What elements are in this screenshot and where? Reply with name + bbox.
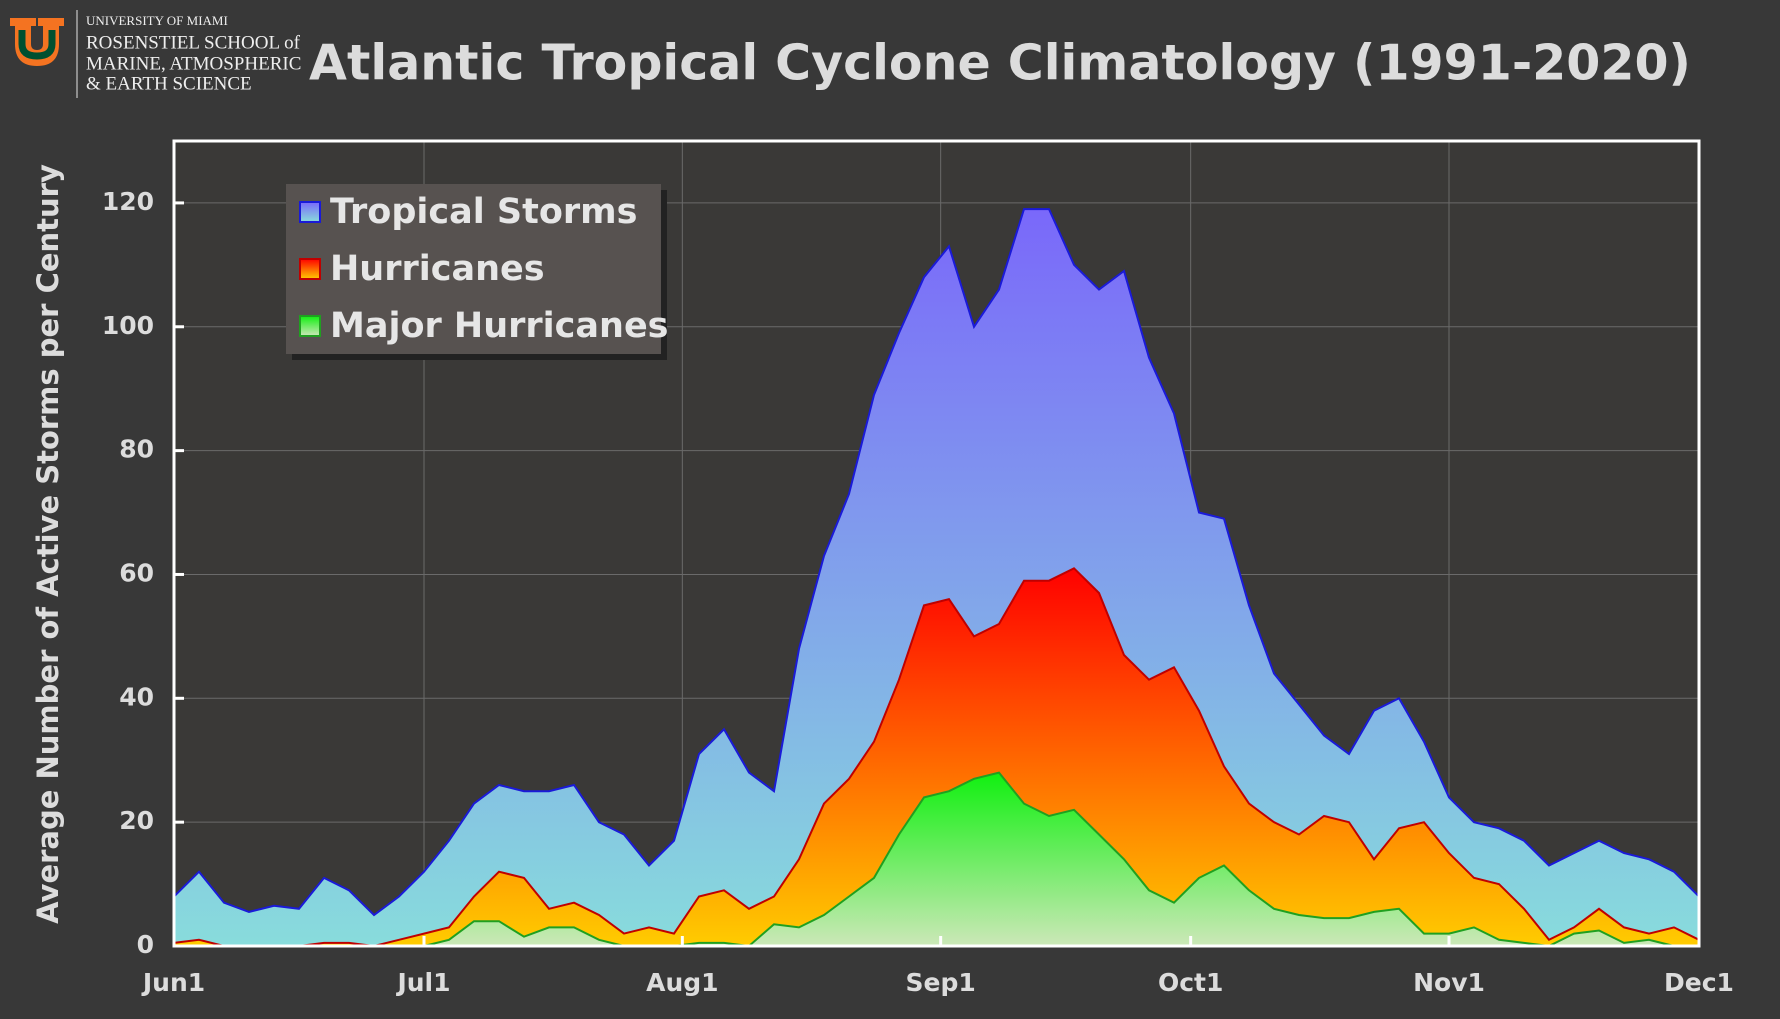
chart-title: Atlantic Tropical Cyclone Climatology (1…: [309, 35, 1691, 92]
logo: [10, 10, 78, 98]
legend-swatch: [299, 315, 321, 337]
y-tick-label: 60: [119, 558, 154, 587]
plot-frame: [172, 139, 1701, 948]
y-tick-label: 120: [102, 187, 154, 216]
legend-label: Hurricanes: [330, 249, 545, 289]
y-tick-label: 80: [119, 435, 154, 464]
y-axis-label: Average Number of Active Storms per Cent…: [31, 164, 65, 924]
y-tick-label: 20: [119, 806, 154, 835]
x-tick-label: Oct1: [1158, 968, 1223, 997]
x-tick-label: Jun1: [141, 968, 205, 997]
logo-text: ROSENSTIEL SCHOOL of: [86, 32, 301, 53]
x-tick-label: Aug1: [646, 968, 718, 997]
logo-text: & EARTH SCIENCE: [86, 73, 252, 94]
area: [174, 209, 1699, 947]
line: [173, 208, 1700, 917]
y-tick-label: 0: [137, 930, 154, 959]
x-tick-label: Jul1: [395, 968, 450, 997]
x-tick-label: Dec1: [1664, 968, 1734, 997]
legend-swatch: [299, 201, 321, 223]
line: [173, 567, 1700, 948]
legend: [286, 184, 661, 354]
area: [174, 772, 1699, 946]
legend-label: Tropical Storms: [330, 192, 637, 232]
x-tick-label: Sep1: [906, 968, 976, 997]
area: [174, 568, 1699, 946]
x-tick-label: Nov1: [1413, 968, 1485, 997]
legend-swatch: [299, 258, 321, 280]
y-tick-label: 40: [119, 682, 154, 711]
legend-label: Major Hurricanes: [330, 306, 669, 346]
logo-text: MARINE, ATMOSPHERIC: [86, 53, 301, 74]
y-tick-label: 100: [102, 311, 154, 340]
logo-text: UNIVERSITY OF MIAMI: [86, 13, 228, 28]
